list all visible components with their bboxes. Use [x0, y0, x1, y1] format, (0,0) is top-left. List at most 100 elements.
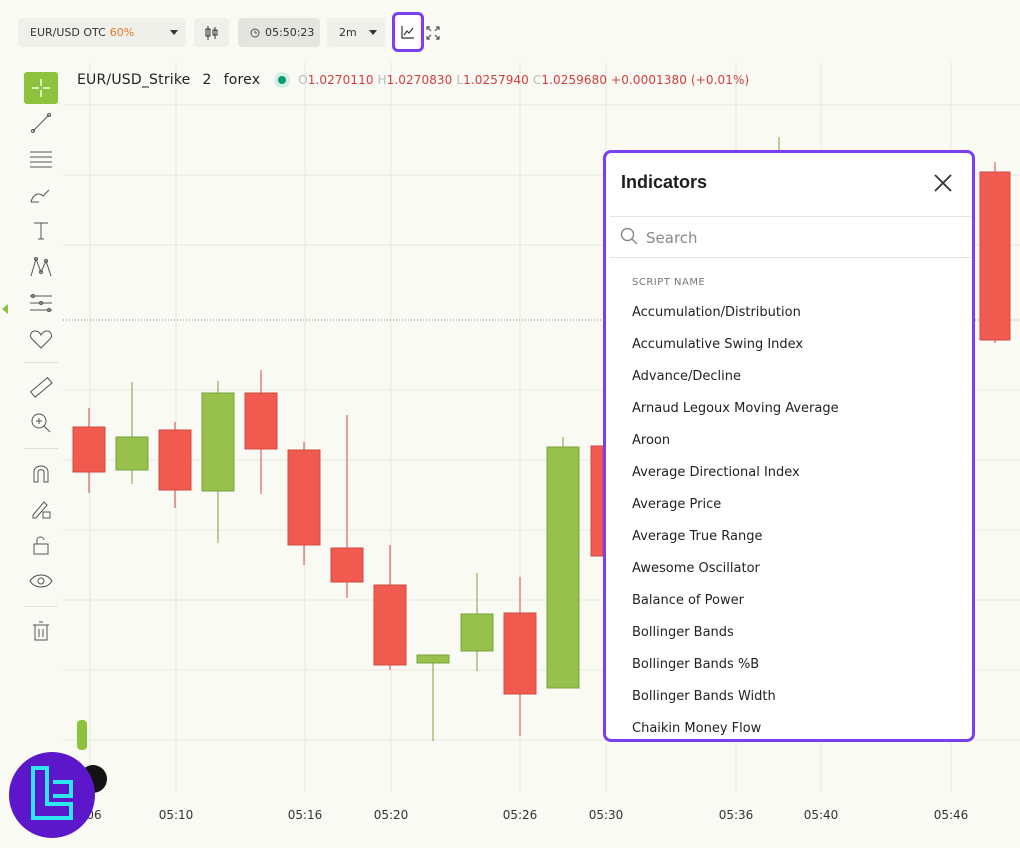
x-axis-label: 05:40	[803, 808, 839, 822]
trend-line-tool[interactable]	[22, 108, 59, 138]
list-item[interactable]: Advance/Decline	[632, 369, 741, 384]
candle-body	[201, 392, 235, 492]
candle-body	[115, 436, 149, 471]
fullscreen-button[interactable]	[426, 25, 442, 41]
list-item[interactable]: Average Price	[632, 497, 722, 512]
crosshair-tool[interactable]	[24, 72, 58, 104]
timeframe-label: 2m	[339, 26, 357, 39]
fullscreen-icon	[426, 26, 440, 40]
magnet-tool[interactable]	[22, 458, 59, 488]
list-item[interactable]: Chaikin Money Flow	[632, 721, 762, 736]
indicators-button[interactable]	[392, 12, 424, 52]
drawing-toolbar	[0, 62, 63, 792]
candle-body	[72, 426, 106, 473]
candle-body	[460, 613, 494, 652]
zoom-in-icon	[31, 413, 50, 433]
horizontal-lines-tool[interactable]	[22, 144, 59, 174]
pattern-icon	[30, 257, 51, 277]
market-status-dot	[278, 76, 287, 84]
timer-display: 05:50:23	[238, 18, 320, 47]
candle-body	[330, 547, 364, 583]
list-item[interactable]: Balance of Power	[632, 593, 744, 608]
hide-tool[interactable]	[22, 566, 59, 596]
divider	[610, 216, 972, 217]
legend-symbol: EUR/USD_Strike	[77, 72, 191, 88]
x-axis-label: 05:10	[158, 808, 194, 822]
fib-tool[interactable]	[22, 288, 59, 318]
divider	[610, 257, 972, 258]
list-item[interactable]: Average True Range	[632, 529, 763, 544]
dialog-title: Indicators	[621, 172, 708, 192]
candle-body	[287, 449, 321, 546]
lock-drawing-tool[interactable]	[22, 494, 59, 524]
candle-body	[416, 654, 450, 664]
text-icon	[33, 222, 48, 240]
pattern-tool[interactable]	[22, 252, 59, 282]
delete-tool[interactable]	[22, 616, 59, 646]
symbol-label: EUR/USD OTC	[30, 26, 106, 39]
timeframe-selector[interactable]: 2m	[327, 18, 385, 47]
trend-line-icon	[30, 113, 51, 133]
x-axis-label: 05:16	[287, 808, 323, 822]
unlock-tool[interactable]	[22, 530, 59, 560]
list-item[interactable]: Awesome Oscillator	[632, 561, 760, 576]
top-toolbar: EUR/USD OTC 60% 05:50:23 2m	[0, 0, 1020, 62]
indicators-list: Accumulation/Distribution Accumulative S…	[632, 305, 972, 739]
payout-label: 60%	[109, 26, 135, 39]
crosshair-icon	[32, 79, 50, 97]
legend-market: forex	[223, 72, 261, 88]
toolbar-divider	[24, 448, 58, 449]
fib-icon	[29, 294, 52, 312]
x-axis-label: 05:20	[373, 808, 409, 822]
chart-legend: EUR/USD_Strike 2 forex O1.0270110 H1.027…	[77, 70, 749, 90]
list-item[interactable]: Bollinger Bands %B	[632, 657, 760, 672]
candles-settings-icon	[205, 25, 217, 40]
x-axis-label: 05:36	[718, 808, 754, 822]
list-item[interactable]: Average Directional Index	[632, 465, 800, 480]
list-item[interactable]: Accumulation/Distribution	[632, 305, 801, 320]
text-tool[interactable]	[22, 216, 59, 246]
indicators-dialog: Indicators SCRIPT NAME Accumulation/Dist…	[603, 150, 975, 742]
unlock-icon	[33, 536, 48, 555]
brush-icon	[30, 189, 49, 203]
horizontal-lines-icon	[29, 151, 52, 168]
heart-icon	[29, 330, 52, 349]
toolbar-divider	[24, 606, 58, 607]
candle-body	[546, 446, 580, 689]
list-item[interactable]: Bollinger Bands Width	[632, 689, 776, 704]
trash-icon	[32, 621, 49, 641]
candles	[72, 137, 1011, 741]
toolbar-collapse-arrow[interactable]	[2, 304, 8, 314]
search-input[interactable]	[644, 223, 948, 253]
candle-body	[590, 445, 604, 557]
chart-style-button[interactable]	[194, 18, 229, 47]
chevron-down-icon	[369, 30, 377, 35]
indicators-icon	[401, 26, 414, 39]
logo-mark	[31, 766, 73, 820]
toolbar-divider	[24, 362, 58, 363]
ruler-icon	[29, 376, 53, 398]
favorites-tool[interactable]	[22, 324, 59, 354]
magnet-icon	[33, 465, 48, 483]
x-axis-label: 05:46	[933, 808, 969, 822]
list-item[interactable]: Aroon	[632, 433, 671, 448]
lock-drawing-icon	[32, 501, 50, 519]
timer-label: 05:50:23	[265, 26, 315, 39]
list-item[interactable]: Bollinger Bands	[632, 625, 734, 640]
legend-ohlc: O1.0270110 H1.0270830 L1.0257940 C1.0259…	[298, 73, 750, 87]
list-item[interactable]: Arnaud Legoux Moving Average	[632, 401, 839, 416]
close-icon	[934, 174, 952, 192]
list-item[interactable]: Accumulative Swing Index	[632, 337, 804, 352]
candle-body	[373, 584, 407, 666]
candle-body	[158, 429, 192, 491]
zoom-tool[interactable]	[22, 408, 59, 438]
brush-tool[interactable]	[22, 180, 59, 210]
ruler-tool[interactable]	[22, 372, 59, 402]
x-axis-label: 05:26	[502, 808, 538, 822]
close-button[interactable]	[932, 172, 954, 194]
candle-body	[503, 612, 537, 695]
x-axis-label: 05:30	[588, 808, 624, 822]
symbol-selector[interactable]: EUR/USD OTC 60%	[18, 18, 186, 47]
clock-icon	[250, 28, 260, 37]
scroll-handle[interactable]	[77, 720, 87, 750]
